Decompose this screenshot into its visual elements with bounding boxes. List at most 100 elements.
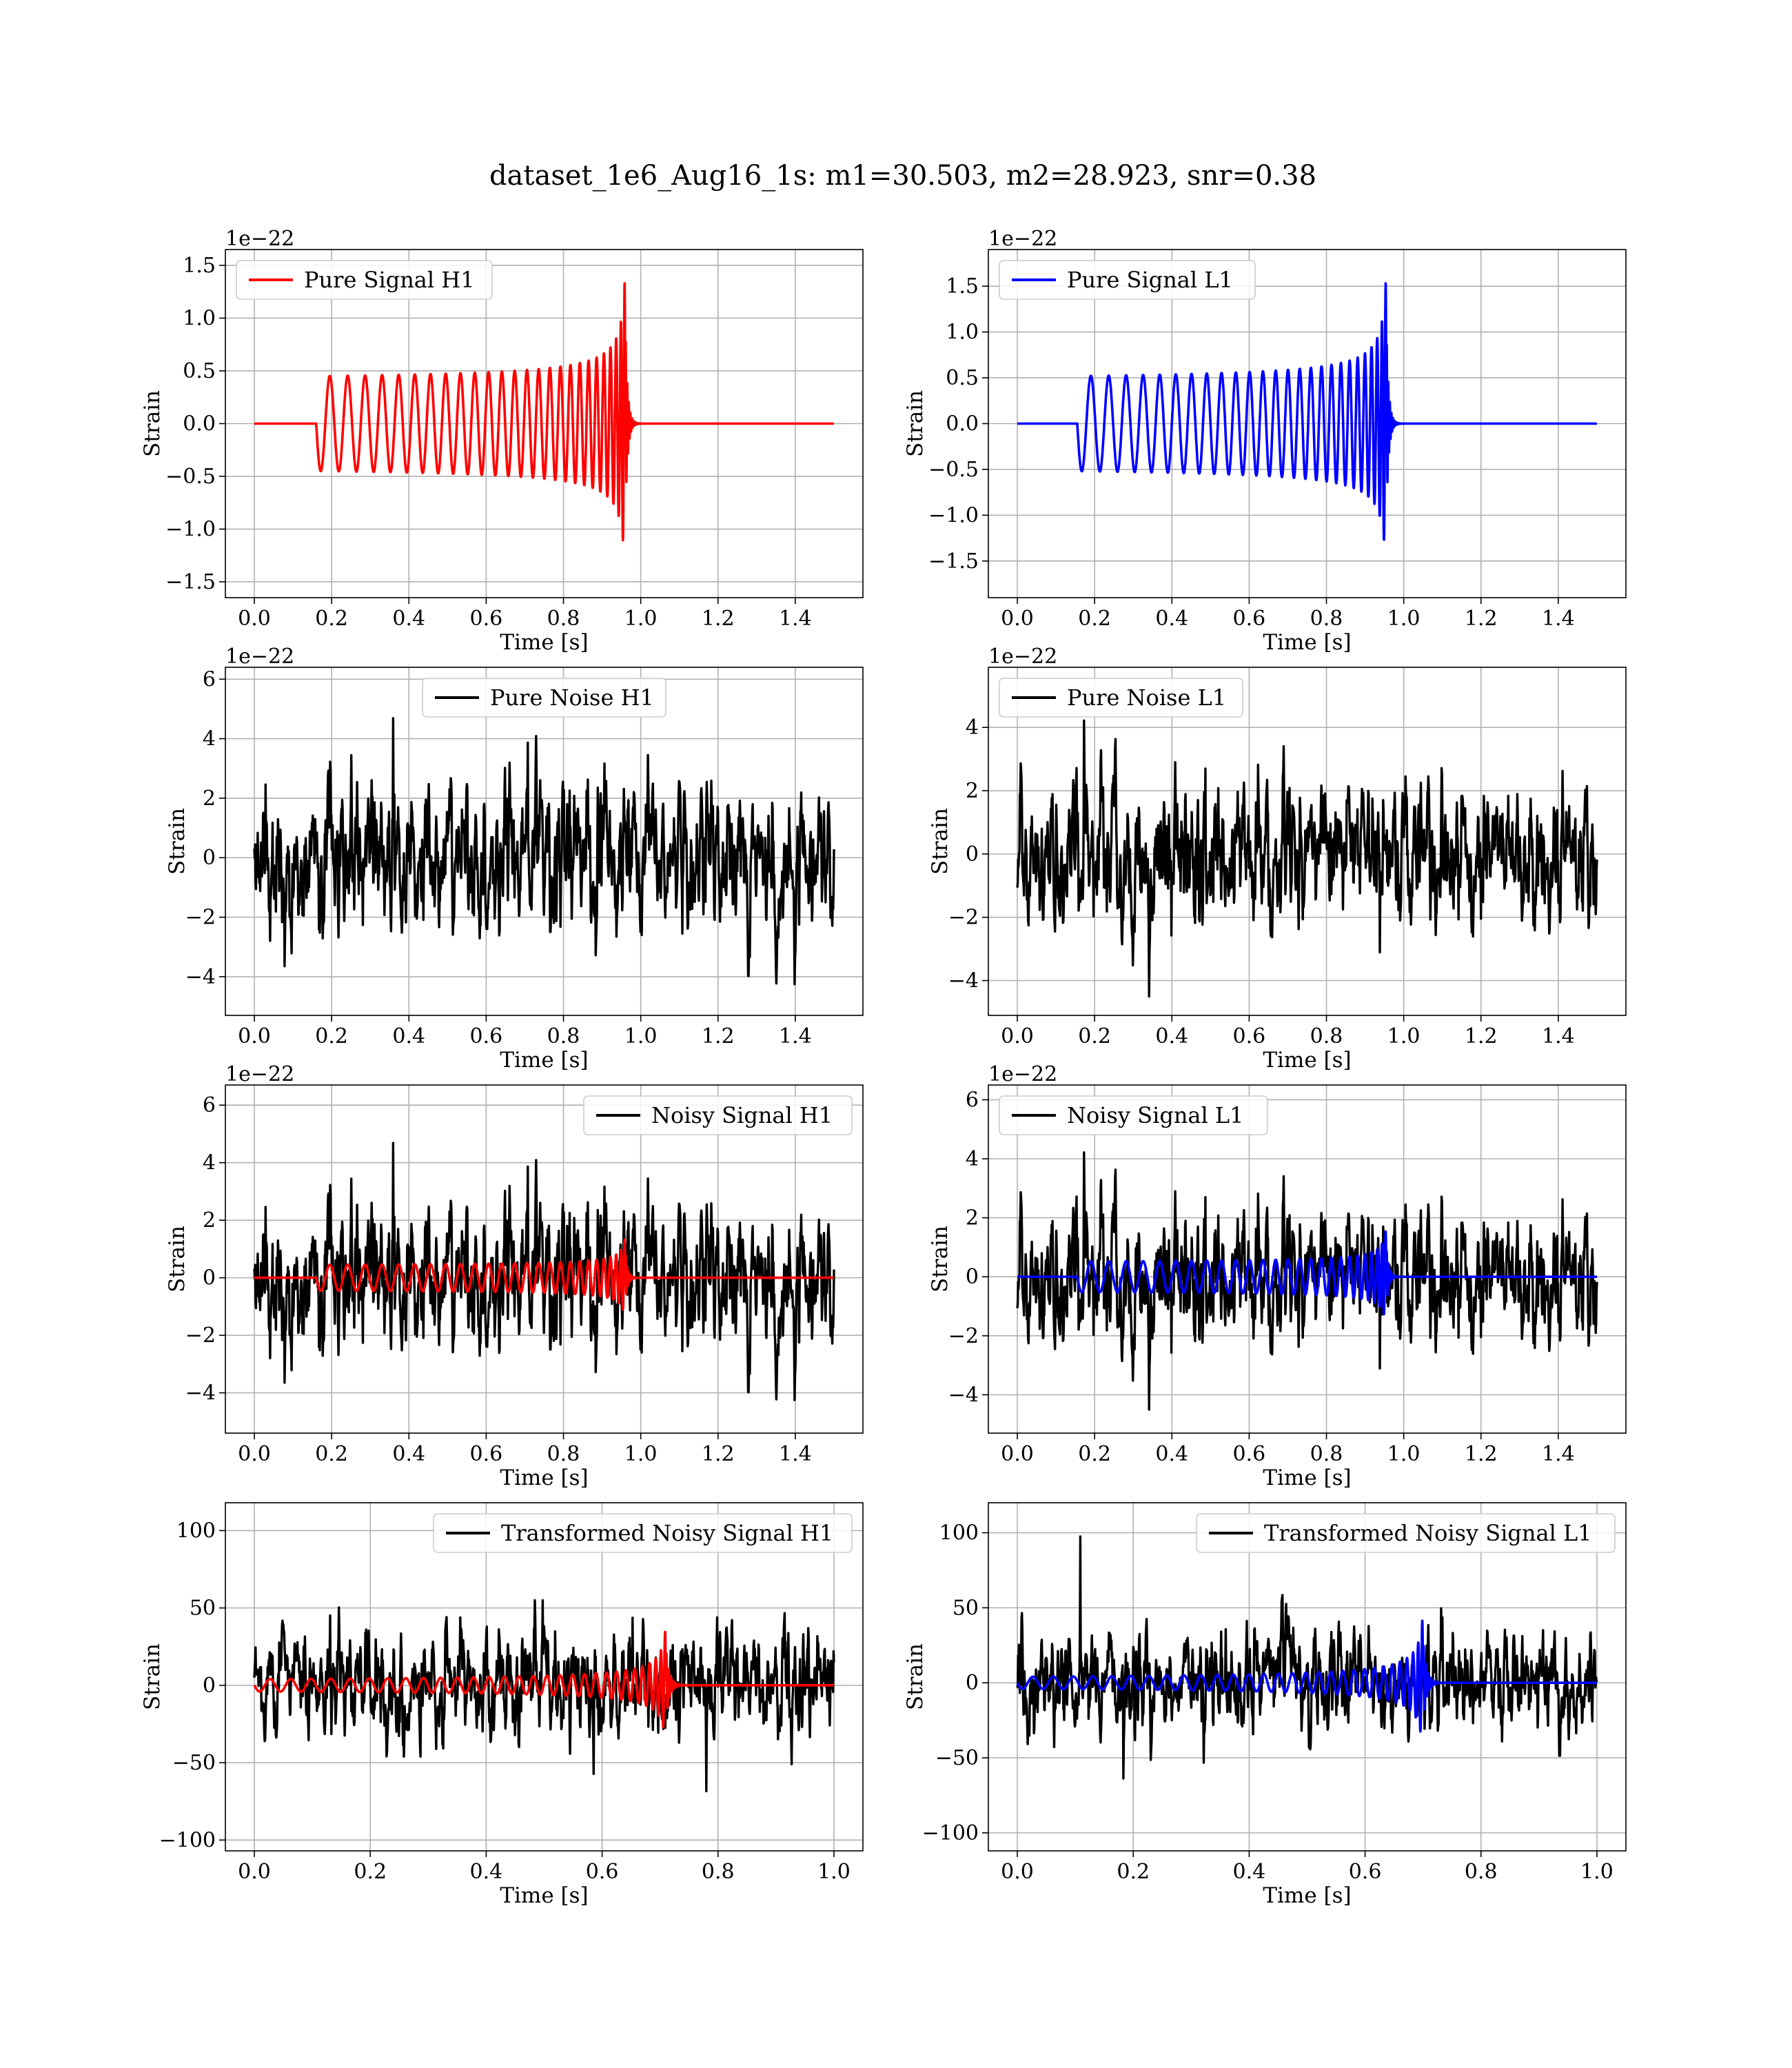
y-tick-label: −4 <box>948 1383 979 1407</box>
x-tick-label: 1.0 <box>1387 1024 1421 1048</box>
plot-area <box>253 1142 835 1401</box>
x-axis-label: Time [s] <box>1263 630 1351 655</box>
y-tick-label: −1.0 <box>928 503 979 527</box>
x-tick-label: 0.2 <box>1078 1442 1111 1466</box>
y-axis-label: Strain <box>140 390 165 457</box>
y-tick-label: 6 <box>966 1088 979 1112</box>
y-tick-label: 0.0 <box>946 412 979 436</box>
y-tick-label: −1.5 <box>165 570 216 594</box>
x-tick-label: 0.8 <box>1310 1442 1343 1466</box>
x-axis-label: Time [s] <box>1263 1883 1351 1908</box>
legend-box <box>999 1095 1268 1135</box>
y-offset-label: 1e−22 <box>988 645 1057 669</box>
y-tick-label: −2 <box>948 1324 979 1348</box>
x-tick-label: 1.2 <box>1465 1024 1498 1048</box>
y-tick-label: −1.0 <box>165 518 216 542</box>
legend-label: Pure Signal L1 <box>1067 267 1233 293</box>
y-tick-label: 0 <box>966 842 979 866</box>
x-tick-label: 0.8 <box>547 1024 580 1048</box>
x-tick-label: 1.4 <box>1542 1442 1575 1466</box>
y-tick-label: 2 <box>966 779 979 803</box>
x-tick-label: 1.2 <box>1465 607 1498 631</box>
legend-label: Noisy Signal H1 <box>651 1102 833 1128</box>
y-offset-label: 1e−22 <box>225 1062 294 1086</box>
x-tick-label: 1.0 <box>624 607 658 631</box>
y-tick-label: −50 <box>172 1751 216 1775</box>
y-tick-label: 2 <box>203 1208 216 1233</box>
y-tick-label: 4 <box>966 716 979 740</box>
y-offset-label: 1e−22 <box>988 1062 1057 1086</box>
series-line-noisy-signal-l1-signal <box>1016 1230 1598 1316</box>
y-tick-label: 4 <box>966 1147 979 1171</box>
y-tick-label: −2 <box>948 906 979 930</box>
y-axis-label: Strain <box>165 808 190 875</box>
x-tick-label: 0.4 <box>1155 1442 1188 1466</box>
x-axis-label: Time [s] <box>1263 1048 1351 1073</box>
x-tick-label: 0.8 <box>702 1860 735 1884</box>
y-tick-label: −4 <box>185 965 216 989</box>
legend-label: Pure Signal H1 <box>304 267 475 293</box>
legend-label: Transformed Noisy Signal L1 <box>1264 1520 1592 1546</box>
series-line-transformed-noisy-signal-h1-signal <box>253 1630 835 1729</box>
x-tick-label: 0.4 <box>1155 607 1188 631</box>
legend-label: Noisy Signal L1 <box>1067 1102 1244 1128</box>
y-tick-label: 0 <box>966 1265 979 1289</box>
y-tick-label: −2 <box>185 906 216 930</box>
series-line-pure-noise-h1-noise <box>253 717 835 986</box>
y-offset-label: 1e−22 <box>225 645 294 669</box>
x-tick-label: 0.8 <box>1310 1024 1343 1048</box>
axes-frame <box>988 1084 1627 1434</box>
x-tick-label: 1.4 <box>779 607 812 631</box>
x-tick-label: 1.4 <box>779 1024 812 1048</box>
x-tick-label: 0.0 <box>238 1860 271 1884</box>
legend-box <box>999 260 1256 300</box>
y-tick-label: −0.5 <box>928 458 979 482</box>
y-tick-label: 6 <box>203 1093 216 1117</box>
chart-panel-pure-signal-h1: 0.0 0.2 0.4 0.6 0.8 1.0 1.2 1.4 −1.5 −1.0 −0.5 0.0 0… <box>140 227 864 655</box>
y-tick-label: 0.5 <box>946 366 979 390</box>
y-tick-label: −1.5 <box>928 549 979 574</box>
series-line-transformed-noisy-signal-l1-noise <box>1016 1535 1598 1780</box>
chart-panel-pure-noise-h1: 0.0 0.2 0.4 0.6 0.8 1.0 1.2 1.4 −4 −2 0 2 4 6 Time [s]… <box>165 645 864 1073</box>
x-tick-label: 0.0 <box>1001 1442 1034 1466</box>
x-axis-label: Time [s] <box>500 1883 588 1908</box>
legend-box <box>422 678 666 718</box>
plot-area <box>1016 1151 1598 1411</box>
y-tick-label: −4 <box>948 969 979 993</box>
x-tick-label: 0.2 <box>1078 607 1111 631</box>
y-tick-label: −100 <box>159 1828 216 1852</box>
x-tick-label: 1.0 <box>1387 607 1421 631</box>
plot-area <box>1016 282 1598 541</box>
legend-box <box>583 1095 853 1135</box>
y-tick-label: 0.0 <box>183 412 216 436</box>
y-tick-label: 0 <box>966 1671 979 1695</box>
y-tick-label: 0 <box>203 1674 216 1698</box>
y-tick-label: −50 <box>935 1746 979 1770</box>
x-tick-label: 1.0 <box>817 1860 851 1884</box>
x-axis-label: Time [s] <box>500 1048 588 1073</box>
y-tick-label: 4 <box>203 1151 216 1175</box>
legend-box <box>236 260 493 300</box>
x-tick-label: 0.6 <box>1233 1024 1266 1048</box>
legend-box <box>433 1513 853 1553</box>
x-tick-label: 0.0 <box>238 1024 271 1048</box>
x-tick-label: 0.6 <box>470 1024 503 1048</box>
axes-frame <box>988 1502 1627 1852</box>
chart-panel-noisy-signal-h1: 0.0 0.2 0.4 0.6 0.8 1.0 1.2 1.4 −4 −2 0 2 4 6 Time [s]… <box>165 1062 864 1490</box>
x-tick-label: 0.8 <box>547 1442 580 1466</box>
x-tick-label: 0.8 <box>547 607 580 631</box>
x-tick-label: 1.2 <box>702 607 735 631</box>
plot-area <box>253 282 835 542</box>
x-tick-label: 0.4 <box>392 1024 425 1048</box>
x-tick-label: 0.2 <box>315 607 348 631</box>
plot-area <box>253 1599 835 1793</box>
y-offset-label: 1e−22 <box>988 227 1057 251</box>
x-tick-label: 0.2 <box>1078 1024 1111 1048</box>
x-tick-label: 0.2 <box>354 1860 387 1884</box>
y-tick-label: 0 <box>203 846 216 870</box>
plot-area <box>1016 1535 1598 1780</box>
x-tick-label: 0.2 <box>315 1442 348 1466</box>
y-axis-label: Strain <box>928 808 953 875</box>
y-tick-label: 50 <box>190 1596 216 1621</box>
series-line-pure-noise-l1-noise <box>1016 719 1598 998</box>
